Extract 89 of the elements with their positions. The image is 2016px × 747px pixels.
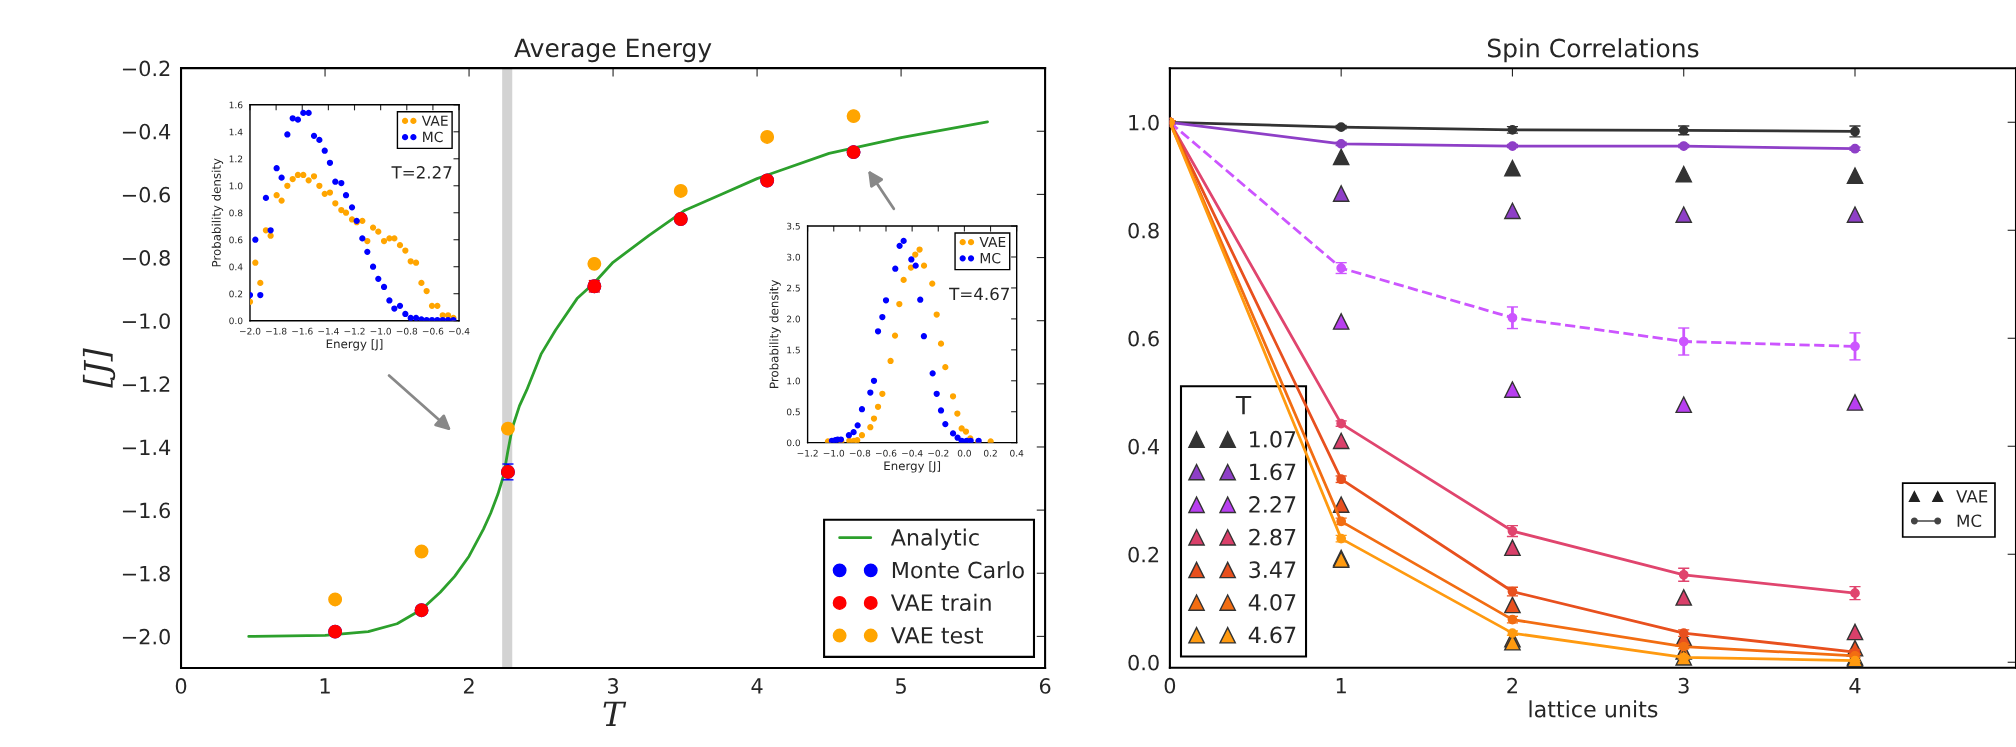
- y-tick-label: −0.4: [122, 123, 171, 140]
- x-tick-label: 3: [1678, 677, 1689, 694]
- x-tick-label: −0.6: [876, 449, 897, 457]
- annotation: T=2.27: [391, 166, 452, 179]
- annotation: VAE: [1956, 490, 1988, 503]
- x-tick-label: 1: [320, 678, 330, 694]
- legend-label: MC: [423, 131, 443, 143]
- x-axis-title: T: [603, 701, 627, 726]
- x-tick-label: 0: [1164, 677, 1176, 694]
- x-tick-label: −1.4: [318, 327, 339, 335]
- chart-title: Average Energy: [514, 38, 712, 63]
- y-tick-label: 0.6: [1128, 330, 1159, 347]
- y-tick-label: 0.0: [786, 439, 801, 447]
- x-tick-label: 1: [1336, 678, 1346, 694]
- legend-label: MC: [980, 252, 1001, 264]
- x-axis-title: Energy [J]: [326, 339, 383, 351]
- x-tick-label: 0.2: [983, 449, 997, 457]
- y-tick-label: −1.2: [122, 376, 170, 392]
- x-tick-label: 2: [1507, 677, 1517, 694]
- x-axis-title: lattice units: [1529, 700, 1658, 718]
- x-tick-label: 4: [1849, 678, 1861, 694]
- y-tick-label: 1.0: [787, 377, 801, 385]
- y-tick-label: −0.8: [122, 250, 170, 266]
- x-axis-title: Energy [J]: [884, 461, 941, 473]
- x-tick-label: −0.2: [928, 449, 949, 457]
- x-tick-label: −0.8: [396, 327, 418, 335]
- x-tick-label: 6: [1039, 678, 1051, 694]
- y-tick-label: −0.6: [122, 186, 170, 203]
- legend-label: 1.67: [1250, 463, 1296, 481]
- legend-label: 3.47: [1249, 561, 1296, 579]
- x-tick-label: 5: [896, 678, 906, 694]
- x-tick-label: −2.0: [239, 327, 261, 335]
- y-tick-label: 3.5: [787, 222, 800, 230]
- annotation: T=4.67: [949, 287, 1009, 301]
- legend-label: VAE: [421, 115, 448, 126]
- y-tick-label: 1.0: [229, 182, 243, 190]
- x-tick-label: −1.8: [266, 327, 287, 335]
- y-tick-label: 1.2: [229, 155, 243, 163]
- y-tick-label: 1.4: [229, 128, 243, 136]
- x-tick-label: −0.6: [422, 327, 444, 335]
- legend-label: VAE: [979, 236, 1006, 248]
- y-tick-label: 3.0: [787, 253, 801, 261]
- x-tick-label: 3: [608, 678, 619, 694]
- x-tick-label: −0.8: [849, 449, 871, 457]
- y-tick-label: 1.0: [1129, 114, 1159, 131]
- legend-label: 2.27: [1249, 496, 1296, 513]
- annotation: MC: [1957, 514, 1982, 528]
- y-tick-label: −0.2: [122, 60, 170, 77]
- legend-label: VAE test: [890, 627, 983, 644]
- x-tick-label: −1.0: [370, 327, 392, 335]
- y-tick-label: −1.8: [122, 565, 170, 582]
- y-tick-label: 0.0: [229, 317, 243, 325]
- y-tick-label: 0.6: [229, 236, 243, 244]
- x-tick-label: 0: [175, 678, 187, 694]
- y-tick-label: 1.6: [229, 101, 243, 109]
- x-tick-label: 0.4: [1010, 449, 1024, 457]
- legend-label: 1.07: [1250, 430, 1296, 448]
- y-tick-label: 2.0: [786, 315, 801, 323]
- x-tick-label: −1.2: [797, 449, 818, 457]
- y-tick-label: 0.4: [229, 263, 243, 271]
- x-tick-label: −0.4: [902, 449, 923, 457]
- legend-label: 2.87: [1249, 528, 1296, 546]
- y-tick-label: 1.5: [787, 346, 800, 354]
- legend-label: Analytic: [890, 528, 979, 551]
- y-axis-title: [J]: [82, 348, 116, 388]
- x-tick-label: 2: [463, 678, 474, 694]
- y-tick-label: 0.0: [1128, 654, 1159, 671]
- y-axis-title: Probability density: [211, 158, 224, 267]
- x-tick-label: 0.0: [957, 449, 971, 457]
- legend-title: T: [1235, 395, 1252, 415]
- y-tick-label: −2.0: [122, 628, 170, 645]
- chart-title: Spin Correlations: [1487, 38, 1699, 63]
- x-tick-label: 4: [751, 678, 763, 694]
- legend-label: VAE train: [890, 593, 991, 612]
- x-tick-label: −0.4: [449, 327, 470, 335]
- y-tick-label: 0.2: [229, 290, 243, 298]
- y-tick-label: 0.8: [229, 209, 243, 217]
- y-tick-label: 0.5: [786, 408, 800, 416]
- y-axis-title: Probability density: [769, 279, 781, 388]
- legend-label: 4.67: [1248, 626, 1296, 644]
- x-tick-label: −1.0: [823, 449, 845, 457]
- x-tick-label: −1.2: [344, 327, 365, 335]
- y-tick-label: −1.6: [122, 502, 170, 519]
- legend-label: 4.07: [1248, 593, 1296, 611]
- y-tick-label: 0.8: [1128, 222, 1159, 239]
- y-tick-label: 0.2: [1128, 546, 1159, 563]
- y-tick-label: 2.5: [786, 284, 800, 292]
- legend-label: Monte Carlo: [892, 561, 1024, 579]
- x-tick-label: −1.6: [292, 327, 313, 335]
